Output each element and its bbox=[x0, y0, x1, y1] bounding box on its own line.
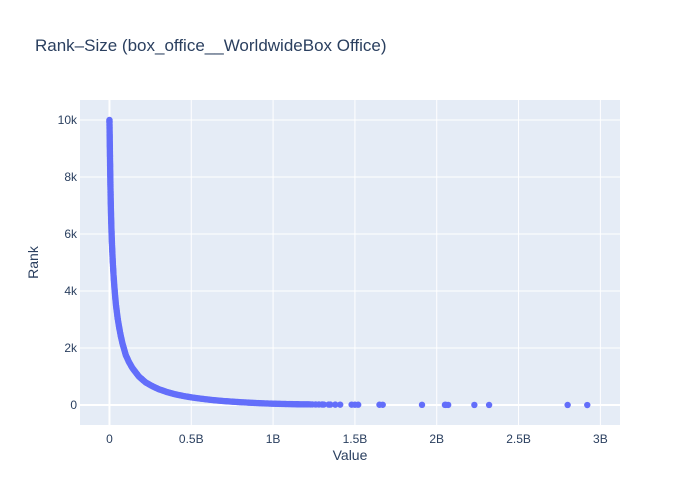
data-point bbox=[269, 400, 277, 407]
data-point bbox=[108, 225, 115, 232]
data-point bbox=[196, 395, 203, 402]
data-point bbox=[122, 351, 130, 359]
x-tick-label: 0.5B bbox=[179, 432, 204, 446]
data-point bbox=[418, 401, 426, 409]
y-tick-label: 4k bbox=[64, 284, 78, 298]
data-point bbox=[109, 257, 116, 265]
data-point bbox=[376, 401, 383, 408]
scatter-points bbox=[106, 116, 591, 409]
y-tick-label: 0 bbox=[70, 398, 77, 412]
y-tick-labels: 0 2k 4k 6k 8k 10k bbox=[58, 113, 78, 412]
y-tick-label: 2k bbox=[64, 341, 78, 355]
data-point bbox=[228, 398, 236, 405]
y-tick-label: 8k bbox=[64, 170, 78, 184]
data-point bbox=[286, 400, 293, 408]
data-point bbox=[441, 401, 449, 409]
data-point bbox=[125, 359, 133, 366]
data-point bbox=[112, 302, 120, 309]
data-point bbox=[106, 128, 113, 135]
data-point bbox=[245, 399, 252, 406]
x-tick-label: 1.5B bbox=[343, 432, 368, 446]
data-point bbox=[261, 400, 269, 407]
data-point bbox=[119, 340, 126, 347]
data-point bbox=[278, 400, 285, 408]
data-point bbox=[348, 401, 355, 408]
data-point bbox=[106, 116, 113, 124]
data-point bbox=[106, 150, 114, 158]
data-point bbox=[106, 162, 114, 169]
data-point bbox=[325, 401, 332, 408]
data-point bbox=[111, 283, 118, 290]
data-point bbox=[107, 199, 114, 206]
data-point bbox=[584, 401, 591, 409]
data-point bbox=[220, 397, 228, 405]
x-tick-label: 0 bbox=[106, 432, 113, 446]
data-point bbox=[212, 397, 220, 404]
data-point bbox=[117, 333, 125, 340]
data-point bbox=[147, 381, 154, 389]
data-point bbox=[305, 401, 313, 408]
data-point bbox=[129, 364, 136, 372]
data-point bbox=[108, 239, 116, 246]
data-point bbox=[116, 324, 123, 332]
data-point bbox=[253, 399, 260, 407]
data-point bbox=[188, 394, 195, 401]
data-point bbox=[336, 401, 344, 408]
data-point bbox=[471, 401, 478, 409]
data-point bbox=[292, 400, 300, 408]
y-gridlines bbox=[80, 119, 620, 407]
x-tick-label: 1B bbox=[266, 432, 281, 446]
plot-area bbox=[80, 100, 620, 425]
data-point bbox=[114, 314, 121, 322]
data-point bbox=[485, 401, 493, 409]
data-point bbox=[107, 182, 114, 189]
x-tick-labels: 0 0.5B 1B 1.5B 2B 2.5B 3B bbox=[106, 432, 608, 446]
data-point bbox=[179, 392, 187, 400]
x-tick-label: 3B bbox=[593, 432, 608, 446]
x-tick-label: 2.5B bbox=[506, 432, 531, 446]
x-axis-title: Value bbox=[333, 447, 368, 463]
y-axis-title: Rank bbox=[25, 245, 41, 279]
data-point bbox=[120, 346, 128, 353]
data-point bbox=[564, 401, 571, 409]
data-point bbox=[204, 396, 211, 403]
data-point bbox=[171, 391, 179, 398]
data-point bbox=[106, 139, 113, 146]
data-point bbox=[237, 398, 244, 406]
y-tick-label: 6k bbox=[64, 227, 78, 241]
data-point bbox=[110, 272, 117, 279]
data-point bbox=[163, 388, 170, 396]
data-point bbox=[111, 293, 119, 300]
x-tick-label: 2B bbox=[429, 432, 444, 446]
chart-title: Rank–Size (box_office__WorldwideBox Offi… bbox=[35, 36, 387, 55]
data-point bbox=[332, 401, 339, 408]
data-point bbox=[155, 385, 162, 393]
data-point bbox=[107, 213, 115, 221]
y-tick-label: 10k bbox=[58, 113, 78, 127]
